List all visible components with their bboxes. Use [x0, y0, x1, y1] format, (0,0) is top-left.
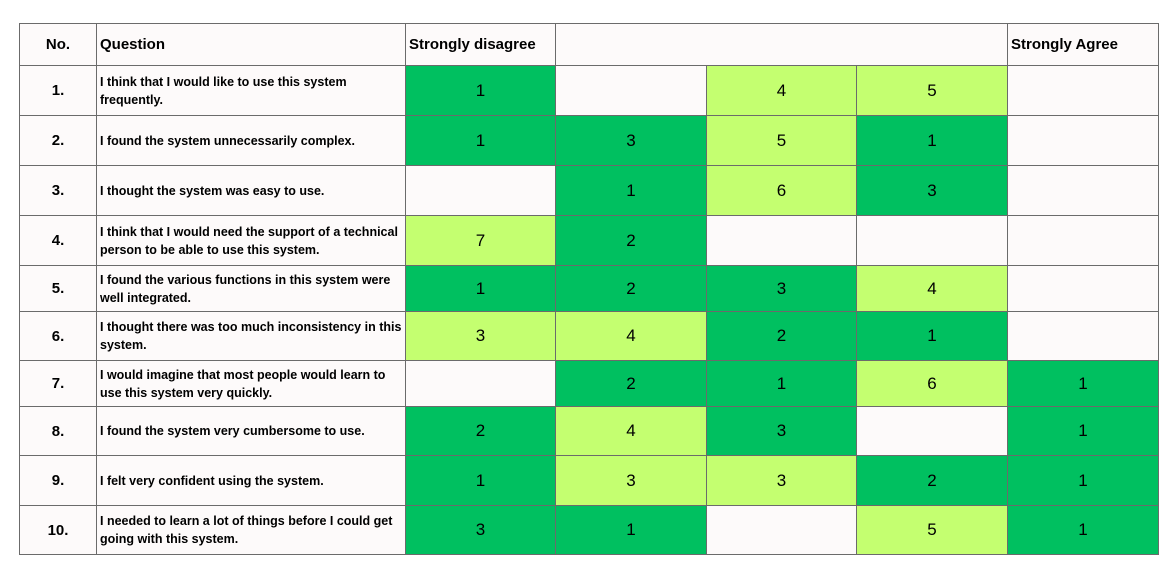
response-count-cell: 1	[855, 311, 1009, 361]
response-count-cell: 1	[405, 115, 556, 166]
question-text: I found the system very cumbersome to us…	[96, 406, 406, 456]
header-scale-middle	[554, 23, 1009, 66]
question-text: I felt very confident using the system.	[96, 455, 406, 506]
response-count-cell: 1	[1007, 505, 1160, 555]
table-row: 6. I thought there was too much inconsist…	[19, 311, 1160, 361]
row-number: 7.	[19, 360, 97, 407]
response-count-cell: 1	[555, 505, 707, 555]
sus-results-table: No. Question Strongly disagree Strongly …	[19, 23, 1160, 555]
response-count-cell	[405, 360, 556, 407]
row-number: 8.	[19, 406, 97, 456]
response-count-cell	[706, 505, 857, 555]
response-count-cell: 6	[706, 165, 857, 216]
response-count-cell: 1	[1007, 455, 1160, 506]
response-count-cell: 4	[706, 65, 857, 116]
response-count-cell: 2	[706, 311, 857, 361]
table-row: 10. I needed to learn a lot of things bef…	[19, 505, 1160, 555]
response-count-cell	[405, 165, 556, 216]
header-strongly-agree: Strongly Agree	[1007, 23, 1160, 66]
response-count-cell: 5	[855, 505, 1009, 555]
table-row: 9. I felt very confident using the system…	[19, 455, 1160, 506]
response-count-cell: 2	[555, 360, 707, 407]
response-count-cell: 1	[405, 65, 556, 116]
row-number: 4.	[19, 215, 97, 266]
question-text: I found the various functions in this sy…	[96, 265, 406, 312]
header-no: No.	[19, 23, 97, 66]
response-count-cell: 1	[555, 165, 707, 216]
response-count-cell	[1007, 165, 1160, 216]
response-count-cell: 3	[855, 165, 1009, 216]
table-row: 5. I found the various functions in this …	[19, 265, 1160, 312]
table-body: 1. I think that I would like to use this …	[19, 65, 1160, 555]
table-row: 1. I think that I would like to use this …	[19, 65, 1160, 116]
response-count-cell	[1007, 215, 1160, 266]
response-count-cell: 6	[855, 360, 1009, 407]
response-count-cell: 2	[555, 215, 707, 266]
response-count-cell: 1	[855, 115, 1009, 166]
header-row: No. Question Strongly disagree Strongly …	[19, 23, 1160, 66]
response-count-cell	[1007, 115, 1160, 166]
response-count-cell: 3	[555, 455, 707, 506]
response-count-cell	[855, 406, 1009, 456]
response-count-cell: 3	[405, 311, 556, 361]
response-count-cell: 5	[706, 115, 857, 166]
response-count-cell	[855, 215, 1009, 266]
question-text: I would imagine that most people would l…	[96, 360, 406, 407]
question-text: I think that I would need the support of…	[96, 215, 406, 266]
response-count-cell: 1	[405, 455, 556, 506]
response-count-cell: 1	[1007, 360, 1160, 407]
response-count-cell	[706, 215, 857, 266]
row-number: 9.	[19, 455, 97, 506]
response-count-cell: 1	[706, 360, 857, 407]
response-count-cell: 1	[1007, 406, 1160, 456]
table-row: 4. I think that I would need the support …	[19, 215, 1160, 266]
row-number: 5.	[19, 265, 97, 312]
response-count-cell: 2	[855, 455, 1009, 506]
response-count-cell: 4	[555, 311, 707, 361]
header-strongly-disagree: Strongly disagree	[405, 23, 556, 66]
question-text: I thought there was too much inconsisten…	[96, 311, 406, 361]
row-number: 6.	[19, 311, 97, 361]
row-number: 10.	[19, 505, 97, 555]
response-count-cell: 3	[405, 505, 556, 555]
response-count-cell	[555, 65, 707, 116]
row-number: 3.	[19, 165, 97, 216]
response-count-cell: 5	[855, 65, 1009, 116]
response-count-cell: 1	[405, 265, 556, 312]
response-count-cell: 4	[555, 406, 707, 456]
row-number: 2.	[19, 115, 97, 166]
response-count-cell	[1007, 311, 1160, 361]
row-number: 1.	[19, 65, 97, 116]
response-count-cell: 4	[855, 265, 1009, 312]
response-count-cell	[1007, 65, 1160, 116]
table-row: 7. I would imagine that most people would…	[19, 360, 1160, 407]
response-count-cell: 3	[706, 455, 857, 506]
question-text: I think that I would like to use this sy…	[96, 65, 406, 116]
response-count-cell: 3	[706, 406, 857, 456]
question-text: I found the system unnecessarily complex…	[96, 115, 406, 166]
response-count-cell	[1007, 265, 1160, 312]
table-row: 2. I found the system unnecessarily compl…	[19, 115, 1160, 166]
question-text: I thought the system was easy to use.	[96, 165, 406, 216]
response-count-cell: 3	[706, 265, 857, 312]
header-question: Question	[96, 23, 406, 66]
response-count-cell: 3	[555, 115, 707, 166]
table-row: 8. I found the system very cumbersome to …	[19, 406, 1160, 456]
table-row: 3. I thought the system was easy to use. 1…	[19, 165, 1160, 216]
response-count-cell: 2	[405, 406, 556, 456]
question-text: I needed to learn a lot of things before…	[96, 505, 406, 555]
response-count-cell: 2	[555, 265, 707, 312]
response-count-cell: 7	[405, 215, 556, 266]
